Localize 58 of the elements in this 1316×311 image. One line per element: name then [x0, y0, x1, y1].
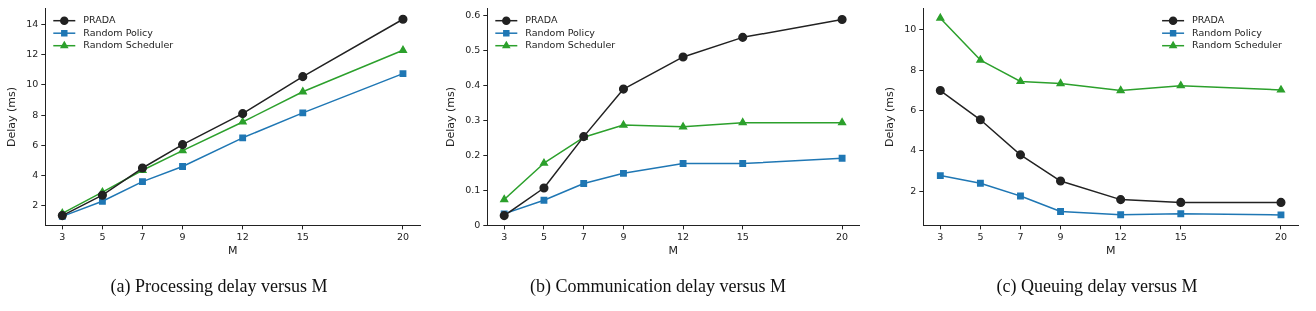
- y-tick-label: 0.1: [465, 183, 481, 195]
- legend-label: PRADA: [83, 14, 116, 26]
- y-tick-label: 6: [32, 138, 39, 150]
- x-tick-label: 9: [620, 230, 627, 242]
- legend-label: Random Scheduler: [525, 39, 616, 51]
- x-tick-label: 15: [736, 230, 749, 242]
- x-tick-label: 7: [139, 230, 146, 242]
- x-tick-label: 5: [99, 230, 106, 242]
- x-tick-label: 12: [677, 230, 690, 242]
- x-tick-label: 3: [501, 230, 508, 242]
- x-tick-label: 5: [977, 230, 984, 242]
- x-tick-label: 15: [296, 230, 309, 242]
- x-tick-label: 20: [1274, 230, 1288, 242]
- x-tick-label: 9: [179, 230, 186, 242]
- text: (c) Queuing delay versus M: [995, 276, 1199, 297]
- y-tick-label: 4: [910, 144, 917, 156]
- y-tick-label: 0.6: [465, 9, 481, 21]
- x-axis-title: M: [1105, 244, 1116, 258]
- y-tick-label: 12: [26, 48, 39, 60]
- legend-label: Random Policy: [83, 26, 154, 38]
- y-axis-title: Delay (ms): [444, 87, 458, 148]
- x-tick-label: 7: [580, 230, 587, 242]
- y-tick-label: 14: [26, 18, 39, 30]
- x-tick-label: 12: [1114, 230, 1127, 242]
- x-tick-label: 5: [540, 230, 547, 242]
- y-tick-label: 10: [904, 23, 917, 35]
- legend-label: PRADA: [525, 14, 558, 26]
- legend-label: Random Scheduler: [83, 39, 174, 51]
- y-axis-title: Delay (ms): [5, 87, 19, 148]
- x-tick-label: 20: [396, 230, 410, 242]
- legend-label: Random Policy: [1192, 26, 1263, 38]
- legend-label: Random Scheduler: [1192, 39, 1283, 51]
- y-tick-label: 6: [910, 103, 917, 115]
- x-tick-label: 7: [1017, 230, 1024, 242]
- y-tick-label: 2: [910, 184, 917, 196]
- y-tick-label: 0.5: [465, 44, 481, 56]
- legend-label: PRADA: [1192, 14, 1225, 26]
- y-tick-label: 4: [32, 169, 39, 181]
- y-tick-label: 8: [32, 108, 39, 120]
- y-tick-label: 0.4: [465, 79, 481, 91]
- legend-label: Random Policy: [525, 26, 596, 38]
- x-tick-label: 20: [836, 230, 849, 242]
- y-tick-label: 10: [26, 78, 39, 90]
- x-axis-title: M: [227, 244, 238, 258]
- text: (b) Communication delay versus M: [529, 276, 787, 297]
- y-tick-label: 2: [32, 199, 39, 211]
- x-tick-label: 9: [1057, 230, 1064, 242]
- y-tick-label: 0.3: [465, 114, 481, 126]
- y-tick-label: 8: [910, 63, 917, 75]
- x-tick-label: 3: [59, 230, 66, 242]
- y-tick-label: 0.2: [465, 148, 481, 160]
- x-tick-label: 15: [1174, 230, 1187, 242]
- x-tick-label: 3: [937, 230, 944, 242]
- y-tick-label: 0: [474, 218, 481, 230]
- text: (a) Processing delay versus M: [109, 276, 329, 297]
- x-tick-label: 12: [236, 230, 249, 242]
- x-axis-title: M: [668, 244, 678, 258]
- y-axis-title: Delay (ms): [883, 87, 897, 148]
